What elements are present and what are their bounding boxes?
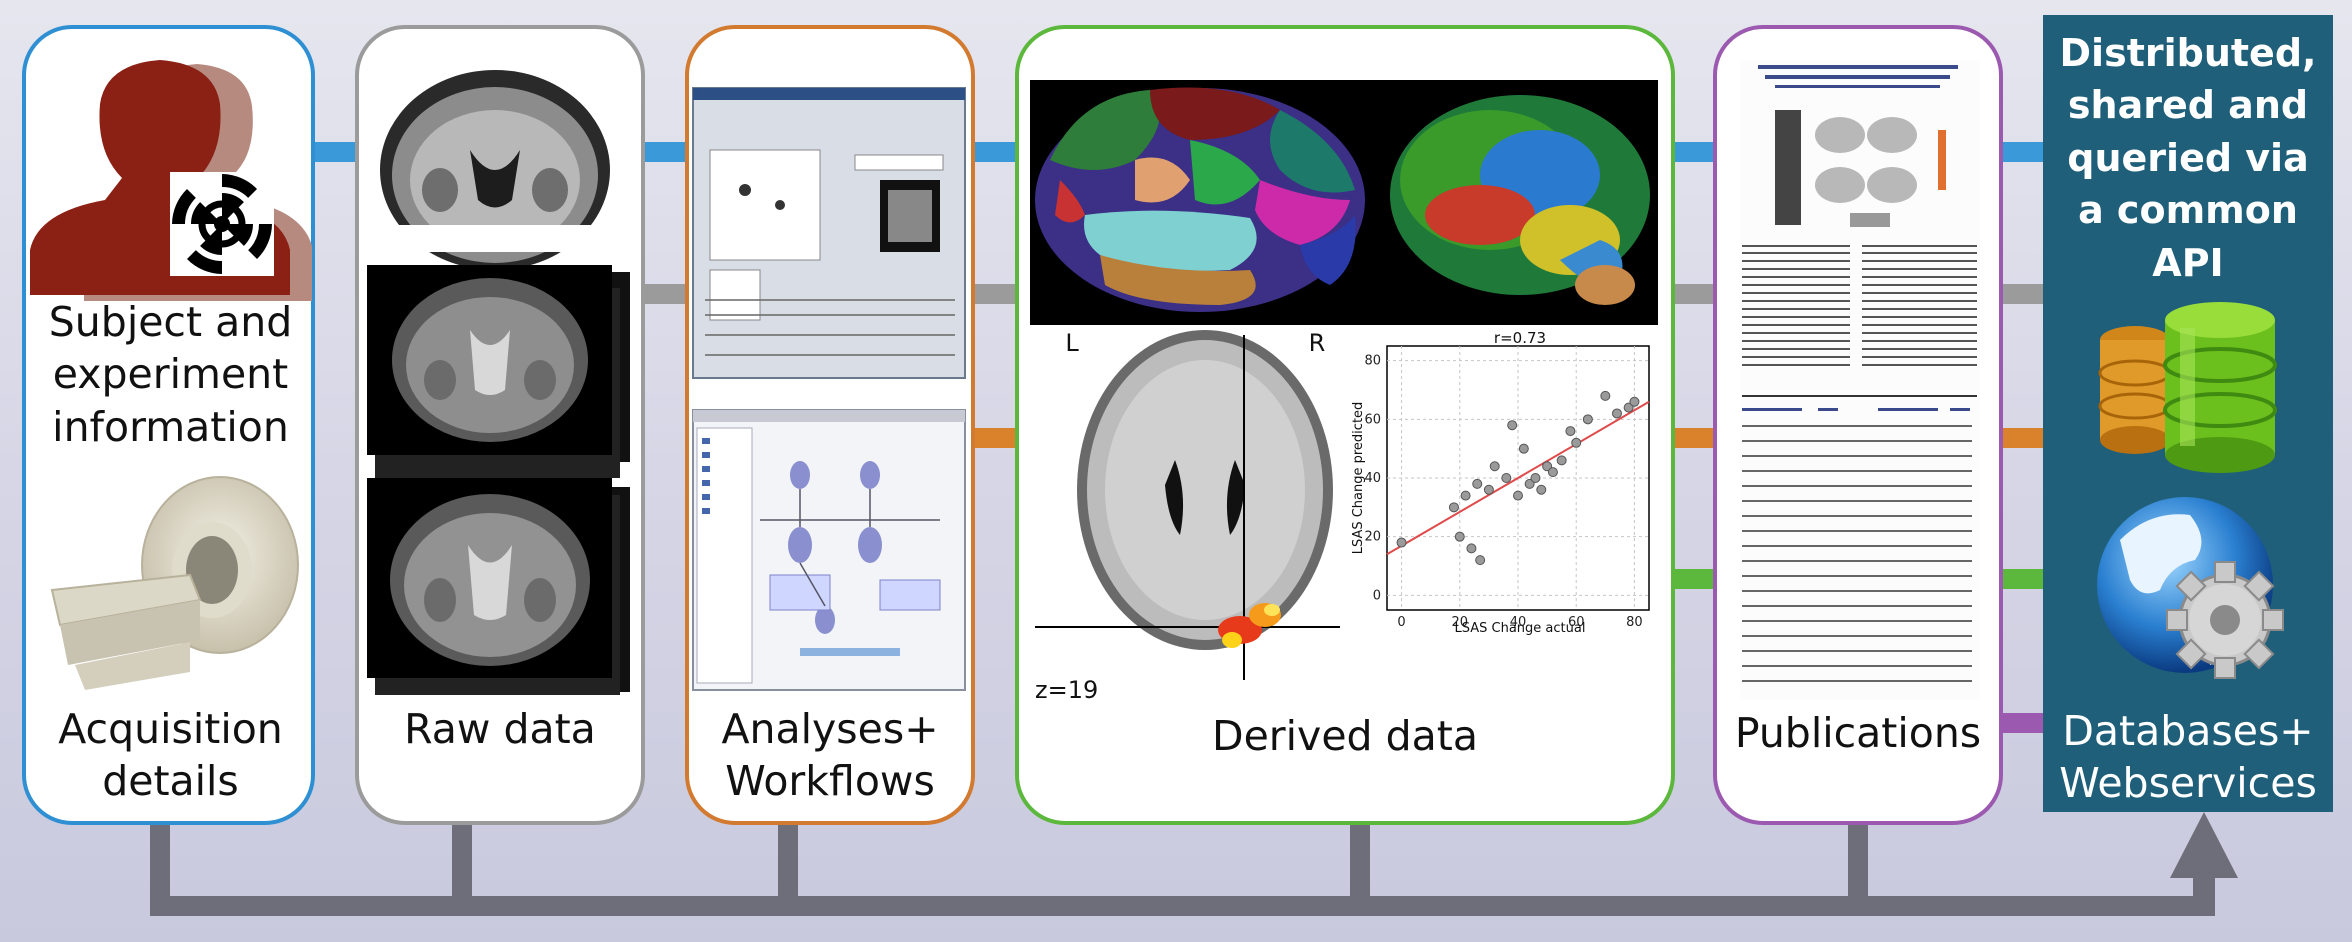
scatter-point <box>1466 543 1477 554</box>
scatter-point <box>1565 426 1576 437</box>
subject-title: Subject and experiment information <box>48 298 293 451</box>
scatter-ytick-label: 20 <box>1364 530 1381 545</box>
connector-purple <box>1990 713 2050 733</box>
scatter-point <box>1396 537 1407 548</box>
scatter-xtick-label: 80 <box>1626 615 1643 630</box>
right-marker: R <box>1308 329 1326 357</box>
globe-gear-icon <box>2097 497 2284 679</box>
databases-footer: Databases+ Webservices <box>2059 707 2317 808</box>
scatter-point <box>1542 461 1553 472</box>
subject-panel <box>22 25 315 825</box>
scatter-point <box>1536 484 1547 495</box>
scatter-ytick-label: 40 <box>1364 471 1381 486</box>
scatter-point <box>1513 490 1523 501</box>
scatter-point <box>1472 478 1483 489</box>
scatter-point <box>1454 531 1465 542</box>
scatter-xtick-label: 60 <box>1568 615 1585 630</box>
flow-arrow <box>150 812 2238 916</box>
scatter-point <box>1448 502 1459 513</box>
scatter-ytick-label: 60 <box>1364 412 1381 427</box>
scatter-point <box>1518 443 1529 454</box>
scatter-point <box>1530 473 1541 483</box>
analyses-label: Analyses+ Workflows <box>721 705 939 806</box>
database-icon <box>2098 302 2277 473</box>
green-database <box>2163 302 2277 473</box>
spm-results-window <box>692 87 966 379</box>
scatter-ytick-label: 80 <box>1364 354 1381 369</box>
scatter-point <box>1501 473 1512 483</box>
scatter-point <box>1611 408 1622 419</box>
scatter-xtick-label: 40 <box>1510 615 1527 630</box>
scatter-ylabel: LSAS Change predicted <box>1351 402 1366 555</box>
scatter-title: r=0.73 <box>1494 329 1546 347</box>
scatter-point <box>1547 467 1558 478</box>
scatter-ytick-label: 0 <box>1373 588 1381 603</box>
scatter-point <box>1571 437 1582 448</box>
checkerboard-stimulus <box>170 172 274 276</box>
scatter-xtick-label: 20 <box>1452 615 1469 630</box>
scatter-point <box>1483 484 1494 495</box>
scatter-point <box>1623 402 1634 413</box>
derived-data-label: Derived data <box>1212 712 1478 760</box>
t1-coronal-slice <box>378 70 611 270</box>
scatter-xtick-label: 0 <box>1397 615 1405 630</box>
scatter-point <box>1475 555 1486 566</box>
scatter-regression-line <box>1386 400 1650 556</box>
orange-database <box>2098 326 2172 454</box>
scatter-point <box>1507 420 1518 431</box>
t2-stack-1 <box>367 265 630 478</box>
publications-label: Publications <box>1734 709 1982 757</box>
scatter-xlabel: LSAS Change actual <box>1455 621 1586 636</box>
scatter-point <box>1629 396 1640 407</box>
workflow-window <box>692 409 966 691</box>
slice-label: z=19 <box>1035 676 1099 704</box>
parcellated-brain <box>1035 87 1365 312</box>
scatter-point <box>1556 455 1567 466</box>
scatter-point <box>1582 414 1593 425</box>
tractography-brain <box>1390 95 1650 305</box>
axial-slice-with-overlay <box>1035 330 1340 680</box>
t2-stack-2 <box>367 478 630 695</box>
scatter-point <box>1460 490 1471 501</box>
raw-data-label: Raw data <box>404 705 596 753</box>
acquisition-label: Acquisition details <box>58 705 283 806</box>
scatter-point <box>1524 478 1535 489</box>
left-marker: L <box>1065 329 1079 357</box>
scatter-point <box>1489 461 1500 472</box>
scatter-point <box>1600 390 1611 401</box>
databases-title: Distributed, shared and queried via a co… <box>2059 31 2317 285</box>
